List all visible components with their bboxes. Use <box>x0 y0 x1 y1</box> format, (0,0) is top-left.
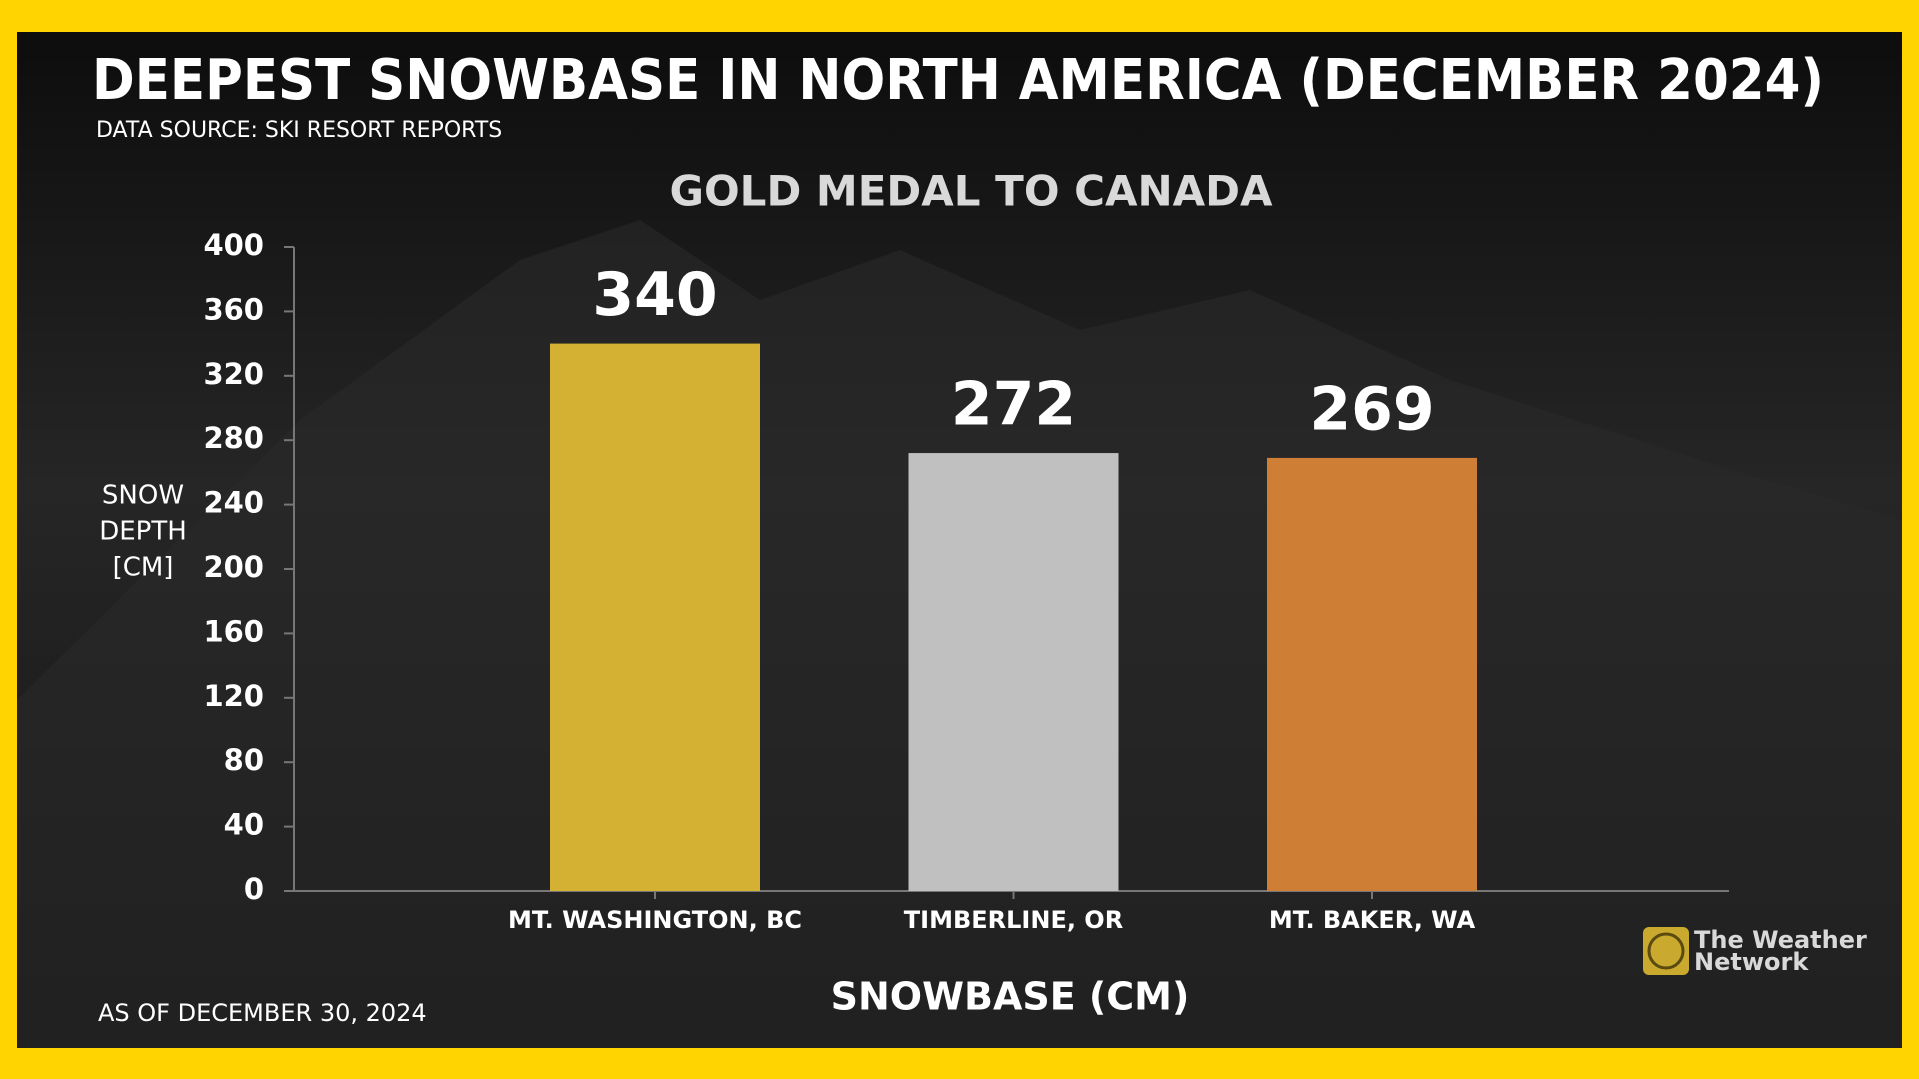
y-tick-label: 280 <box>203 421 264 455</box>
y-tick-label: 320 <box>203 357 264 391</box>
value-label: 340 <box>592 260 717 330</box>
value-label: 269 <box>1309 375 1434 445</box>
footnote: AS OF DECEMBER 30, 2024 <box>98 999 427 1027</box>
x-axis-title: SNOWBASE (CM) <box>831 975 1190 1019</box>
logo-icon-globe <box>1647 932 1685 970</box>
chart-subtitle: DATA SOURCE: SKI RESORT REPORTS <box>96 118 502 143</box>
y-axis-title: [CM] <box>113 553 174 583</box>
logo-text: The Weather <box>1694 926 1867 954</box>
bar <box>1267 457 1477 891</box>
y-tick-label: 200 <box>203 550 264 584</box>
logo-text: Network <box>1694 948 1809 976</box>
bar <box>908 453 1119 891</box>
y-tick-label: 360 <box>203 292 264 326</box>
y-tick-label: 0 <box>244 872 264 906</box>
y-tick-label: 40 <box>224 808 264 842</box>
x-tick-label: MT. WASHINGTON, BC <box>508 906 802 934</box>
y-axis-title: SNOW <box>102 481 184 511</box>
logo: The Weather Network <box>1643 926 1867 976</box>
y-tick-label: 400 <box>203 228 264 262</box>
y-tick-label: 160 <box>203 614 264 648</box>
chart-heading: GOLD MEDAL TO CANADA <box>670 167 1273 216</box>
x-tick-label: TIMBERLINE, OR <box>904 906 1123 934</box>
y-tick-label: 80 <box>224 743 264 777</box>
y-axis-title: DEPTH <box>99 517 187 547</box>
y-tick-label: 120 <box>203 679 264 713</box>
chart-title: DEEPEST SNOWBASE IN NORTH AMERICA (DECEM… <box>92 48 1824 113</box>
value-label: 272 <box>951 370 1076 440</box>
bar <box>550 343 760 892</box>
y-tick-label: 240 <box>203 486 264 520</box>
x-tick-label: MT. BAKER, WA <box>1269 906 1476 934</box>
